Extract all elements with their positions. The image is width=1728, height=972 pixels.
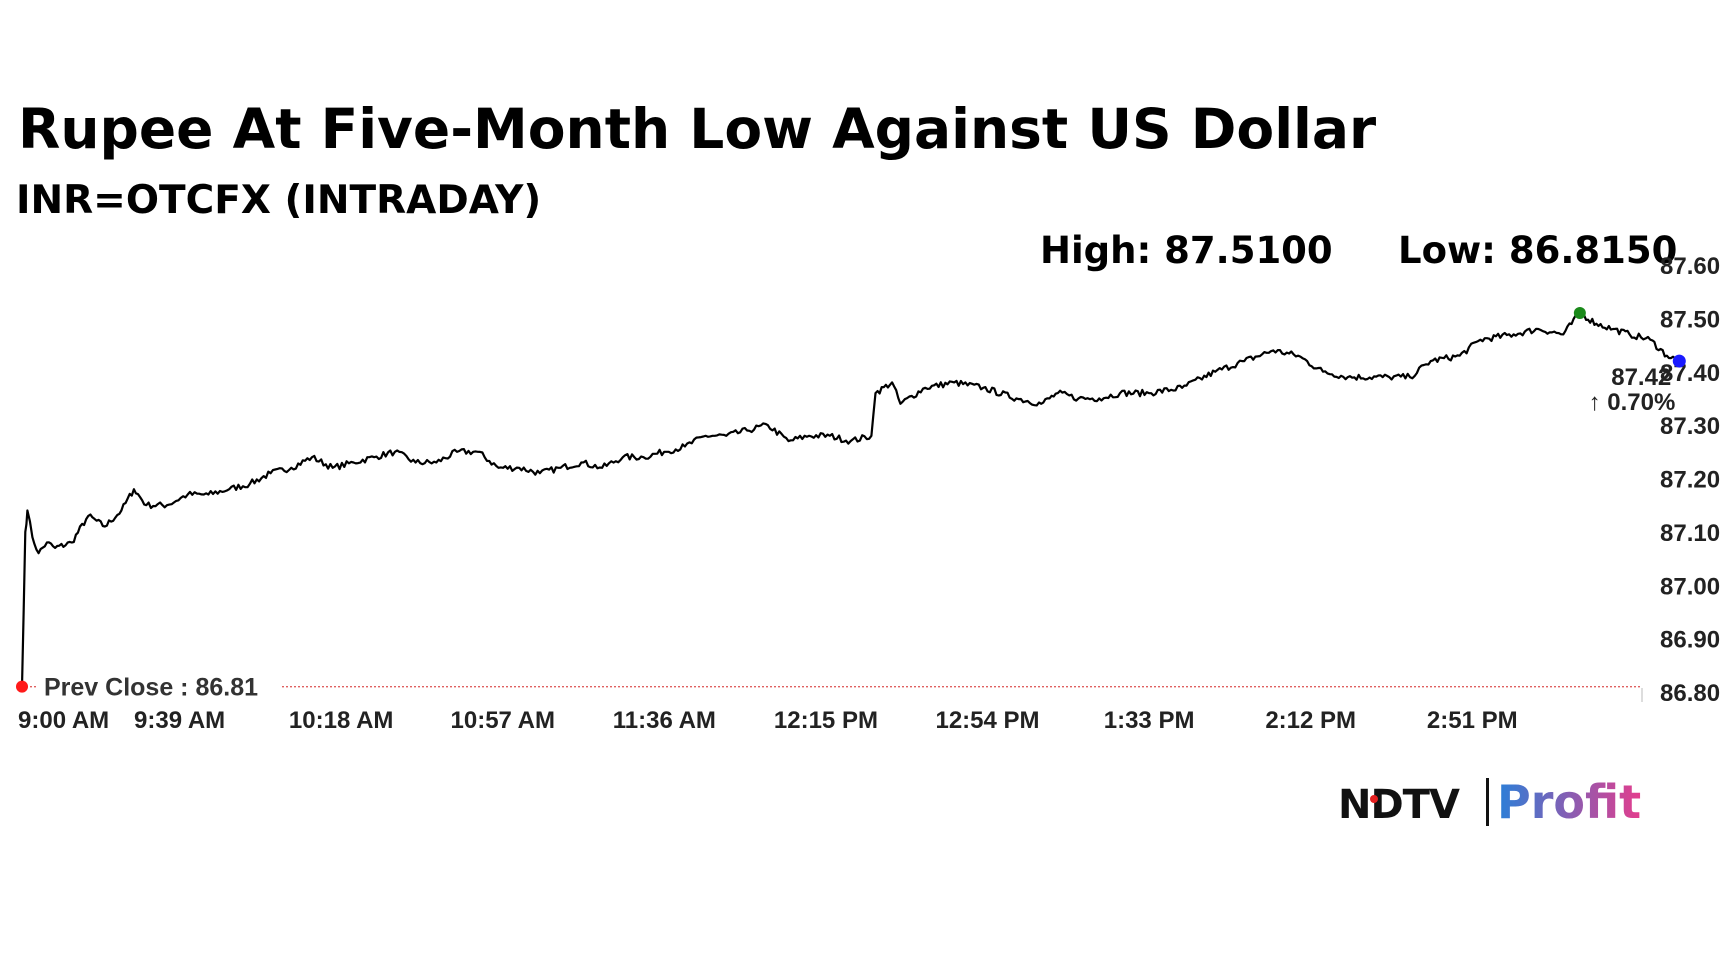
chart-title: Rupee At Five-Month Low Against US Dolla… bbox=[18, 97, 1376, 161]
x-tick-label: 2:51 PM bbox=[1427, 707, 1518, 734]
profit-logo-text: Profit bbox=[1497, 775, 1641, 829]
y-tick-label: 86.80 bbox=[1660, 680, 1720, 707]
y-tick-label: 87.60 bbox=[1660, 253, 1720, 280]
x-tick-label: 10:57 AM bbox=[451, 707, 555, 734]
x-tick-label: 11:36 AM bbox=[613, 707, 716, 734]
ndtv-profit-logo: NDTV Profit bbox=[1338, 775, 1641, 829]
y-tick-label: 87.40 bbox=[1660, 360, 1720, 387]
high-point bbox=[1573, 307, 1586, 320]
y-tick-label: 87.10 bbox=[1660, 520, 1720, 547]
y-tick-label: 87.30 bbox=[1660, 413, 1720, 440]
x-tick-label: 9:00 AM bbox=[18, 707, 109, 734]
prev-close-label: Prev Close : 86.81 bbox=[44, 674, 258, 702]
y-tick-label: 86.90 bbox=[1660, 627, 1720, 654]
high-label: High: 87.5100 bbox=[1040, 229, 1333, 272]
last-point bbox=[1672, 354, 1686, 368]
series-line bbox=[20, 311, 1681, 687]
x-tick-label: 10:18 AM bbox=[289, 707, 393, 734]
y-tick-label: 87.20 bbox=[1660, 467, 1720, 494]
low-label: Low: 86.8150 bbox=[1398, 229, 1677, 272]
logo-dot-icon bbox=[1370, 795, 1378, 803]
last-change-label: ↑ 0.70% bbox=[1589, 389, 1676, 416]
x-tick-label: 1:33 PM bbox=[1104, 707, 1195, 734]
y-axis: 87.60 87.50 87.40 87.30 87.20 87.10 87.00 86.90… bbox=[1660, 253, 1720, 707]
x-tick-label: 9:39 AM bbox=[134, 707, 225, 734]
last-value-label: 87.42 bbox=[1611, 364, 1671, 391]
x-tick-label: 12:54 PM bbox=[935, 707, 1039, 734]
prev-close-label-bg bbox=[38, 672, 282, 701]
y-tick-label: 87.50 bbox=[1660, 306, 1720, 333]
x-tick-label: 2:12 PM bbox=[1265, 707, 1356, 734]
x-axis: 9:00 AM 9:39 AM 10:18 AM 10:57 AM 11:36 AM 12… bbox=[18, 688, 1643, 734]
ndtv-logo-text: NDTV bbox=[1338, 782, 1460, 828]
y-tick-label: 87.00 bbox=[1660, 573, 1720, 600]
x-tick-label: 12:15 PM bbox=[774, 707, 878, 734]
logo-divider bbox=[1486, 778, 1489, 826]
start-point bbox=[16, 680, 28, 693]
chart-subtitle: INR=OTCFX (INTRADAY) bbox=[16, 178, 541, 223]
